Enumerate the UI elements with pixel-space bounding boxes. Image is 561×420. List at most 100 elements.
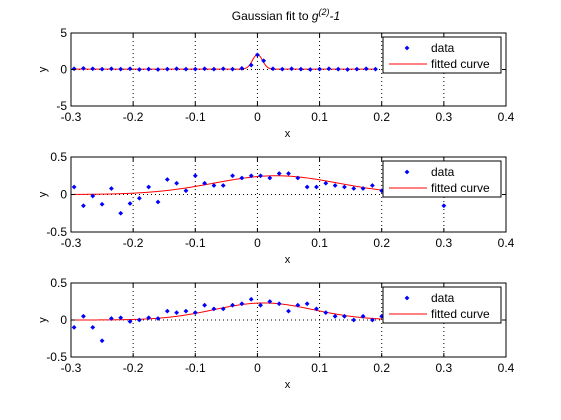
y-axis-label: y [37,317,49,323]
data-point [90,193,96,199]
data-point [81,66,86,71]
data-point [202,66,208,72]
data-point [99,201,105,207]
x-tick-label: 0 [254,361,261,375]
data-point [323,180,329,186]
data-point [379,188,385,194]
data-point [136,317,142,323]
data-point [90,66,96,72]
x-tick-label: 0.3 [436,361,453,375]
legend-box [382,160,502,198]
data-point [373,66,378,72]
data-point [118,66,124,72]
data-point [183,66,189,72]
data-point [351,186,357,191]
title-main-text: Gaussian fit to [232,9,312,23]
y-tick-label: -0.5 [46,350,67,364]
data-point [230,302,235,308]
legend-box [382,36,502,74]
data-point [108,316,114,321]
data-point [255,52,260,58]
data-point [317,66,322,72]
x-tick-label: 0.4 [498,361,515,375]
legend-fit-label: fitted curve [431,307,490,321]
data-point [127,319,133,324]
x-tick-label: -0.2 [123,236,144,250]
legend-box [382,286,502,324]
legend: data fitted curve [382,286,502,324]
data-point [360,313,366,319]
data-point [279,66,285,72]
data-point [211,306,217,312]
data-point [230,66,235,72]
x-tick-label: -0.1 [185,361,206,375]
data-point [286,171,291,176]
title-g-text: g [312,9,319,23]
data-point [136,195,142,201]
x-tick-label: -0.1 [185,236,206,250]
x-tick-label: -0.2 [123,361,144,375]
data-point [258,173,263,179]
data-point [136,67,142,72]
x-axis-label: x [285,254,291,266]
data-point [146,315,152,321]
data-point [239,66,245,71]
subplot-3: -0.3 -0.2 -0.1 0 0.1 0.2 0.3 0.4 -0.5 0 0.5 x y data f… [37,276,515,391]
x-tick-label: 0.1 [311,110,328,124]
data-points [71,296,385,344]
fitted-curve-line [74,302,382,321]
y-tick-label: 5 [60,26,67,40]
data-point [118,210,124,216]
data-point [267,299,273,304]
legend-data-label: data [431,291,455,305]
data-point [332,313,338,319]
data-point [146,184,152,190]
y-axis-label: y [37,191,49,197]
data-point [261,58,267,64]
data-point [155,316,161,321]
data-point [239,301,245,307]
y-tick-label: 0 [60,63,67,77]
data-point [230,173,235,179]
data-point [342,313,347,319]
legend-fit-label: fitted curve [431,181,490,195]
data-point [202,180,208,186]
data-point [335,66,341,72]
data-point [270,66,276,72]
data-point [307,67,313,72]
legend: data fitted curve [382,36,502,74]
x-tick-label: 0.1 [311,361,328,375]
data-point [192,310,198,315]
data-point [304,301,310,307]
y-tick-label: -5 [56,99,67,113]
x-axis-label: x [285,128,291,140]
data-point [258,302,263,308]
data-point [155,67,161,72]
data-point [295,302,301,308]
data-point [127,66,133,72]
y-tick-label: 0.5 [50,150,67,164]
data-point [108,186,114,191]
data-point [276,301,282,307]
data-point [220,66,226,72]
data-point [174,66,180,72]
x-tick-label: -0.3 [61,236,82,250]
y-tick-label: 0 [60,188,67,202]
x-tick-label: -0.2 [123,110,144,124]
data-point [363,66,369,72]
figure-title: Gaussian fit to g(2)-1 [232,7,340,23]
data-point [220,306,226,312]
y-tick-label: 0.5 [50,276,67,290]
data-point [360,186,366,191]
data-point [99,338,105,344]
data-point [108,66,114,72]
x-tick-label: 0.2 [373,110,390,124]
data-point [155,199,161,205]
x-tick-label: 0.3 [436,110,453,124]
x-tick-label: 0.4 [498,236,515,250]
data-point [127,201,133,206]
data-point [286,308,291,314]
x-tick-label: 0.3 [436,236,453,250]
legend-data-marker [404,295,410,301]
